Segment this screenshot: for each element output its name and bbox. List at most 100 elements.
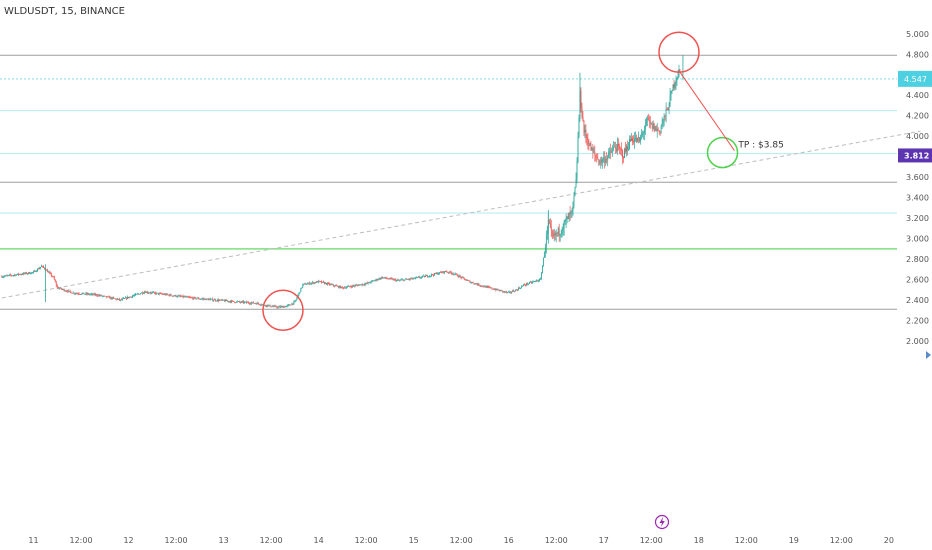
candle-body: [507, 292, 509, 293]
candle-body: [154, 292, 156, 294]
candle-body: [260, 304, 262, 306]
y-tick-label: 2.400: [906, 296, 929, 305]
candle-body: [270, 306, 272, 308]
candle-body: [299, 292, 301, 293]
candle-body: [286, 305, 288, 307]
candle-body: [423, 275, 424, 277]
candle-body: [665, 108, 667, 117]
candle-body: [227, 300, 228, 302]
candle-body: [303, 283, 305, 285]
candle-body: [49, 272, 51, 274]
candle-body: [407, 279, 409, 280]
candle-body: [595, 154, 597, 157]
candle-body: [99, 295, 101, 296]
candle-body: [316, 281, 318, 283]
candle-body: [451, 273, 453, 275]
candle-body: [233, 300, 234, 302]
candle-body: [64, 290, 66, 292]
candle-body: [112, 297, 114, 299]
candle-body: [375, 279, 377, 281]
y-tick-label: 2.000: [906, 337, 929, 346]
candle-body: [98, 295, 100, 296]
candle-body: [191, 297, 193, 299]
candle-body: [298, 292, 300, 296]
candle-body: [576, 162, 578, 180]
candle-body: [16, 274, 18, 276]
candle-body: [351, 285, 353, 288]
candle-body: [380, 277, 382, 279]
candle-body: [651, 123, 653, 129]
candle-body: [506, 291, 508, 293]
candle-body: [196, 298, 198, 300]
candle-body: [340, 286, 341, 289]
candle-body: [486, 286, 488, 288]
candle-body: [221, 299, 222, 301]
candle-body: [148, 292, 150, 294]
candle-body: [392, 278, 394, 281]
candle-body: [78, 293, 80, 295]
candle-body: [241, 301, 243, 303]
candle-body: [258, 303, 260, 305]
candle-body: [458, 275, 460, 277]
candle-body: [259, 304, 261, 306]
candle-body: [412, 277, 414, 279]
x-tick-label: 11: [28, 536, 38, 545]
candle-body: [51, 275, 53, 277]
candle-body: [498, 290, 500, 291]
candle-body: [171, 295, 173, 297]
tp-label: TP : $3.85: [737, 140, 783, 150]
candle-body: [482, 285, 484, 287]
candle-body: [140, 293, 141, 295]
candle-body: [247, 302, 249, 304]
candle-body: [548, 219, 550, 224]
candle-body: [666, 108, 668, 110]
candle-body: [357, 285, 359, 286]
candle-body: [318, 280, 320, 283]
candle-body: [157, 292, 159, 295]
candle-body: [373, 280, 375, 282]
candle-body: [277, 306, 279, 308]
candle-body: [384, 277, 386, 279]
candle-body: [41, 265, 42, 268]
candle-body: [554, 232, 556, 236]
candle-body: [333, 284, 334, 286]
candle-body: [70, 291, 72, 294]
candle-body: [512, 290, 514, 293]
candle-body: [519, 287, 520, 289]
candle-body: [189, 297, 191, 299]
candle-body: [516, 289, 518, 291]
candle-body: [440, 272, 442, 274]
candle-body: [13, 275, 15, 276]
candle-body: [527, 283, 528, 285]
candle-body: [101, 295, 103, 297]
candle-body: [485, 286, 487, 288]
candle-body: [73, 292, 75, 294]
candle-body: [409, 278, 411, 280]
candle-body: [25, 272, 26, 274]
candle-body: [343, 287, 345, 289]
candle-body: [261, 304, 263, 306]
candle-body: [217, 299, 219, 301]
candle-body: [509, 291, 511, 293]
candle-body: [31, 272, 32, 274]
candle-body: [293, 301, 295, 305]
candle-body: [164, 294, 166, 295]
candle-body: [416, 277, 418, 279]
candle-body: [174, 295, 176, 296]
candle-body: [475, 283, 477, 285]
candle-body: [654, 126, 656, 132]
candle-body: [251, 302, 253, 303]
candle-body: [636, 137, 637, 142]
candle-body: [150, 292, 152, 294]
candle-body: [667, 109, 669, 111]
candle-body: [208, 299, 210, 301]
candle-body: [222, 299, 223, 301]
candle-body: [608, 151, 610, 157]
candle-body: [646, 117, 648, 120]
candle-body: [590, 143, 592, 151]
candle-body: [626, 146, 627, 152]
candle-body: [677, 76, 679, 79]
candle-body: [622, 150, 623, 158]
candle-body: [326, 282, 327, 285]
